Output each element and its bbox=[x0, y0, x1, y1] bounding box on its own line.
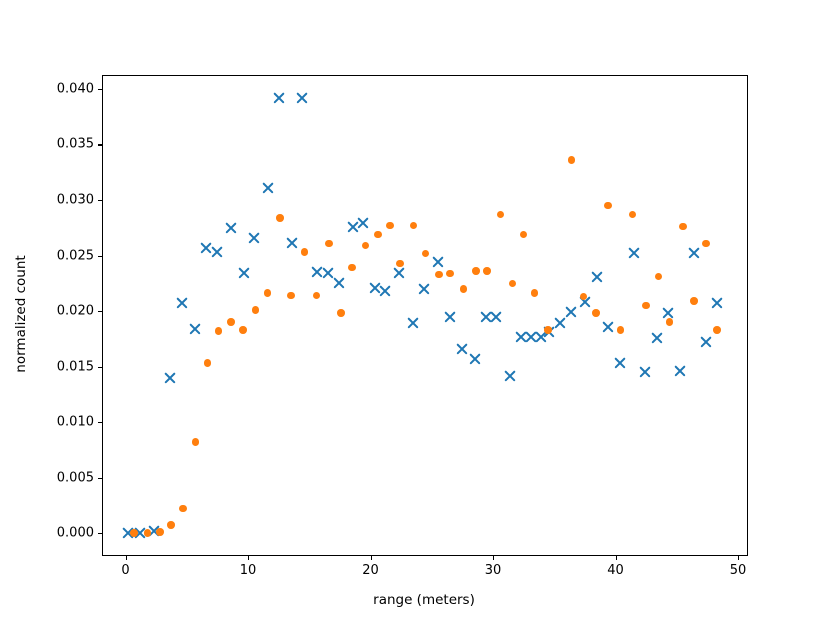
x-axis-label: range (meters) bbox=[373, 592, 475, 608]
dot-marker bbox=[203, 359, 212, 367]
x-tick-label: 20 bbox=[362, 563, 379, 578]
x-tick-mark bbox=[615, 556, 617, 560]
y-tick-label: 0.025 bbox=[56, 248, 94, 263]
y-tick-mark bbox=[98, 477, 102, 479]
dot-marker bbox=[167, 521, 175, 529]
dot-marker bbox=[421, 249, 430, 258]
dot-marker bbox=[496, 210, 505, 219]
y-tick-label: 0.010 bbox=[56, 414, 94, 430]
y-tick-label: 0.020 bbox=[56, 303, 94, 319]
x-tick-mark bbox=[125, 556, 127, 560]
dot-marker bbox=[227, 318, 235, 326]
dot-marker bbox=[143, 529, 152, 537]
y-tick-label: 0.030 bbox=[56, 192, 94, 208]
dot-marker bbox=[312, 291, 321, 300]
dot-marker bbox=[300, 248, 309, 256]
plot-area bbox=[102, 75, 748, 556]
y-tick-label: 0.015 bbox=[56, 359, 94, 374]
x-tick-mark bbox=[248, 556, 250, 560]
dot-marker bbox=[239, 326, 247, 334]
dot-marker bbox=[386, 221, 394, 230]
dot-marker bbox=[263, 289, 272, 297]
dot-marker bbox=[702, 239, 710, 248]
dot-marker bbox=[435, 270, 443, 279]
y-tick-mark bbox=[98, 366, 102, 368]
dot-marker bbox=[642, 301, 650, 310]
dot-marker bbox=[519, 230, 528, 239]
y-tick-label: 0.040 bbox=[56, 81, 94, 97]
dot-marker bbox=[337, 309, 345, 317]
dot-marker bbox=[713, 326, 721, 334]
y-tick-mark bbox=[98, 199, 102, 202]
dot-marker bbox=[530, 289, 539, 297]
x-tick-label: 50 bbox=[729, 563, 747, 578]
dot-marker bbox=[287, 291, 295, 300]
dot-marker bbox=[604, 201, 612, 210]
dot-marker bbox=[396, 259, 404, 268]
dot-marker bbox=[544, 326, 552, 334]
dot-marker bbox=[374, 230, 382, 239]
dot-marker bbox=[616, 326, 625, 334]
y-tick-mark bbox=[98, 255, 102, 257]
dot-marker bbox=[179, 504, 187, 513]
dot-marker bbox=[409, 221, 418, 230]
dot-marker bbox=[592, 309, 600, 317]
dot-marker bbox=[348, 263, 356, 272]
dot-marker bbox=[508, 279, 517, 287]
y-tick-mark bbox=[98, 533, 102, 535]
dot-marker bbox=[579, 292, 588, 301]
x-tick-mark bbox=[370, 556, 372, 560]
y-tick-label: 0.035 bbox=[56, 136, 94, 152]
dot-marker bbox=[325, 239, 333, 248]
y-tick-mark bbox=[98, 311, 102, 313]
x-tick-mark bbox=[493, 556, 495, 560]
dot-marker bbox=[679, 222, 687, 231]
dot-marker bbox=[130, 529, 138, 537]
x-tick-label: 0 bbox=[121, 563, 130, 578]
y-axis-label: normalized count bbox=[13, 255, 29, 373]
dot-marker bbox=[665, 318, 674, 326]
dot-marker bbox=[361, 241, 370, 250]
dot-marker bbox=[459, 285, 468, 293]
dot-marker bbox=[446, 269, 454, 277]
y-tick-mark bbox=[98, 422, 102, 424]
x-tick-mark bbox=[738, 556, 740, 560]
dot-marker bbox=[628, 210, 637, 219]
y-tick-label: 0.005 bbox=[56, 470, 94, 486]
dot-marker bbox=[654, 272, 663, 281]
x-tick-label: 40 bbox=[607, 563, 624, 578]
dot-marker bbox=[483, 267, 491, 275]
dot-marker bbox=[214, 327, 223, 335]
dot-marker bbox=[191, 438, 200, 446]
dot-marker bbox=[251, 306, 260, 314]
x-tick-label: 30 bbox=[484, 563, 502, 578]
dot-marker bbox=[690, 297, 698, 305]
dot-marker bbox=[567, 156, 576, 164]
y-tick-mark bbox=[98, 88, 102, 91]
y-tick-mark bbox=[98, 144, 102, 146]
dot-marker bbox=[276, 214, 284, 222]
y-tick-label: 0.000 bbox=[56, 525, 94, 541]
dot-marker bbox=[472, 267, 480, 275]
dot-marker bbox=[156, 528, 164, 536]
x-tick-label: 10 bbox=[239, 563, 257, 578]
